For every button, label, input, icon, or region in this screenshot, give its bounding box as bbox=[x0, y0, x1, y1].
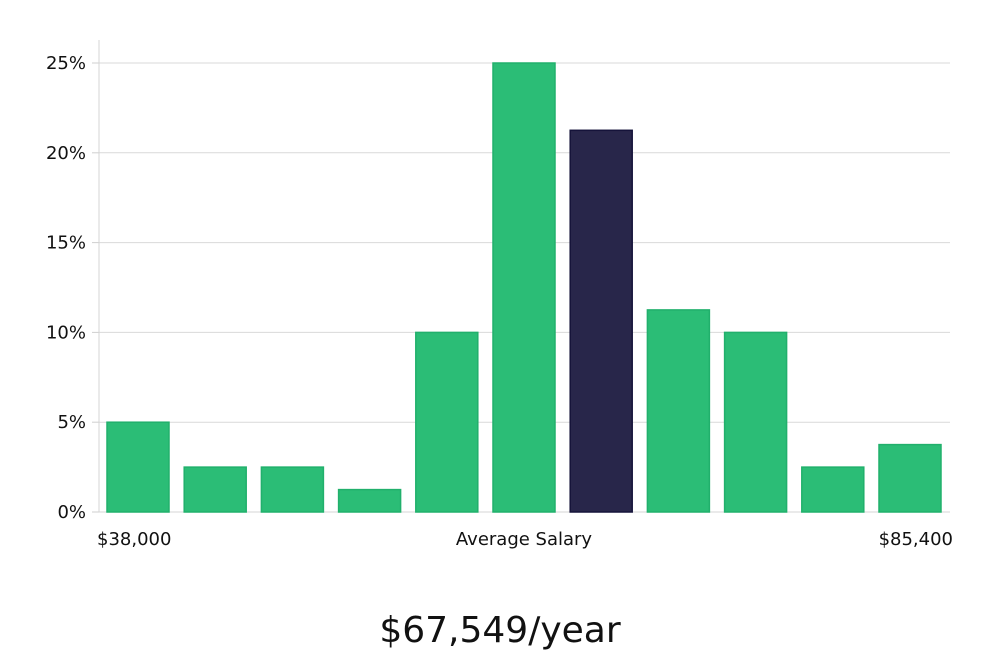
y-tick-label: 25% bbox=[46, 53, 86, 74]
y-tick-label: 10% bbox=[46, 322, 86, 343]
bar bbox=[183, 466, 247, 513]
y-tick-label: 15% bbox=[46, 233, 86, 254]
y-tick-label: 5% bbox=[57, 412, 86, 433]
average-salary-value: $67,549/year bbox=[379, 610, 621, 651]
bar bbox=[337, 488, 402, 513]
bar bbox=[878, 443, 942, 513]
bar bbox=[260, 466, 325, 513]
bar bbox=[801, 466, 865, 513]
bar bbox=[415, 331, 479, 513]
x-label-max: $85,400 bbox=[878, 529, 953, 550]
bar-highlighted bbox=[569, 129, 633, 513]
bar bbox=[492, 62, 556, 513]
x-label-center: Average Salary bbox=[455, 529, 593, 550]
x-label-min: $38,000 bbox=[97, 529, 172, 550]
bar bbox=[723, 331, 788, 513]
bar bbox=[646, 309, 711, 513]
y-tick-label: 20% bbox=[46, 143, 86, 164]
y-tick-label: 0% bbox=[57, 502, 86, 523]
bar bbox=[106, 421, 170, 513]
